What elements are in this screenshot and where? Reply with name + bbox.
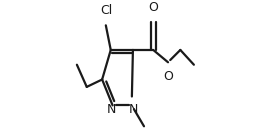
Text: Cl: Cl (101, 4, 113, 17)
Text: N: N (129, 103, 138, 116)
Text: O: O (163, 70, 173, 83)
Text: N: N (106, 103, 116, 116)
Text: O: O (148, 1, 158, 14)
